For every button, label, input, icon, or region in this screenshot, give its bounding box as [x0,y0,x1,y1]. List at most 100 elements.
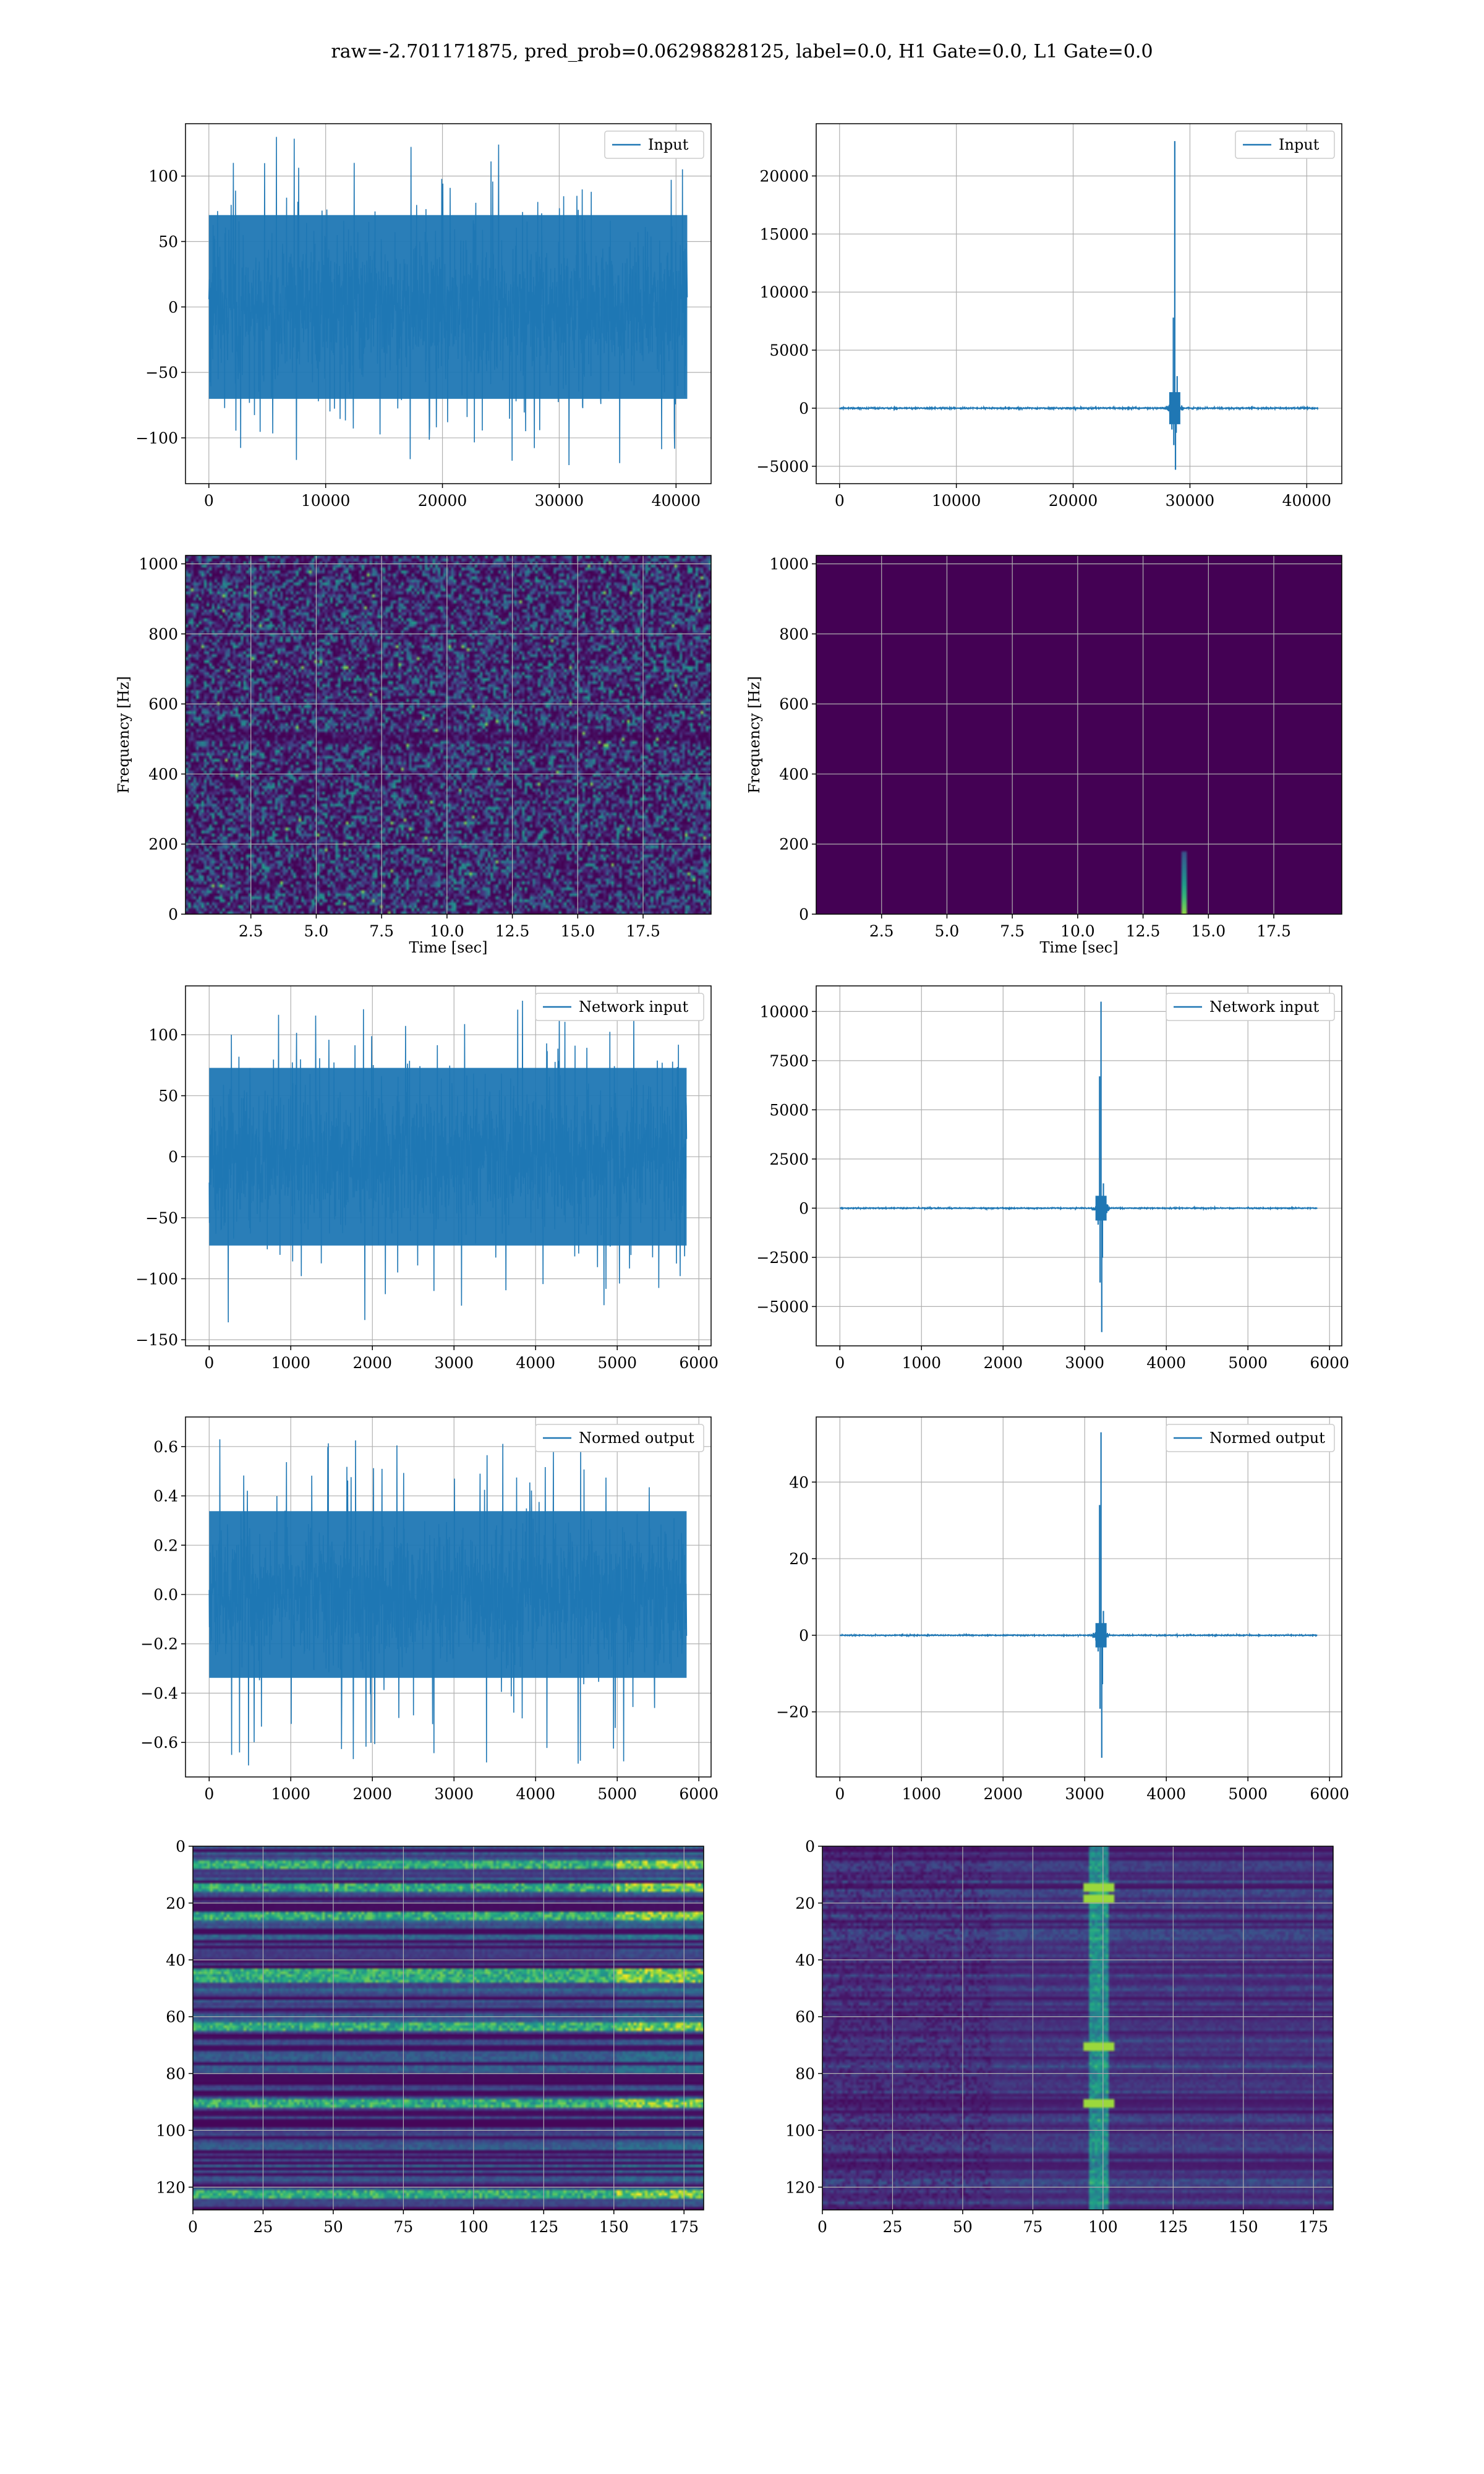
x-tick-label: 12.5 [1126,922,1161,940]
series-line [839,1629,1318,1642]
h1-spectrogram-frame [185,555,712,915]
x-tick-label: 5000 [597,1354,637,1372]
x-tick-label: 125 [529,2218,558,2236]
x-tick-label: 50 [953,2218,973,2236]
l1-input-panel: −5000 0 5000 10000 15000 20000 Input 0 10000 2000… [756,123,1342,510]
y-tick-label: −100 [135,1270,178,1288]
x-tick-label: 3000 [1065,1354,1104,1372]
y-tick-label: 80 [795,2065,815,2083]
l1-spectrogram-frame [816,555,1342,915]
x-axis-label: Time [sec] [409,939,488,956]
y-tick-label: 10000 [759,283,809,301]
legend-label: Normed output [579,1429,694,1447]
glitch-core [1169,392,1180,424]
x-tick-label: 1000 [902,1785,941,1803]
x-tick-label: 17.5 [1256,922,1291,940]
y-tick-label: −150 [135,1331,178,1349]
y-tick-label: −100 [135,429,178,447]
h1-network-input-frame [185,985,712,1346]
h1-feature-map-frame [192,1846,704,2211]
x-tick-label: 7.5 [1000,922,1025,940]
legend-label: Normed output [1209,1429,1325,1447]
y-tick-label: 800 [148,625,178,643]
x-tick-label: 0 [188,2218,198,2236]
series-line [838,398,1319,416]
y-tick-label: 0.4 [153,1487,178,1505]
series-band [209,1068,687,1246]
x-tick-label: 6000 [1310,1354,1349,1372]
legend-label: Input [648,136,689,153]
y-tick-label: 100 [156,2121,186,2139]
y-tick-label: 600 [148,695,178,713]
y-tick-label: −0.6 [140,1734,178,1752]
y-tick-label: 7500 [769,1052,809,1070]
l1-network-input-frame [816,985,1342,1346]
x-tick-label: 175 [1298,2218,1328,2236]
h1-feature-map-panel: 0 20 40 60 80 100 120 0 25 50 75 100 125 150 175 [156,1838,704,2236]
x-tick-label: 0 [835,1354,845,1372]
x-tick-label: 75 [1023,2218,1043,2236]
l1-input-plot-area [816,124,1342,484]
y-tick-label: 20 [795,1894,815,1912]
x-tick-label: 4000 [1146,1785,1186,1803]
y-tick-label: 100 [148,168,178,186]
x-tick-label: 2.5 [239,922,263,940]
y-tick-label: −2500 [756,1249,809,1267]
y-tick-label: 200 [148,836,178,854]
y-tick-label: 50 [158,1087,178,1105]
l1-feature-map-heatmap-image [822,1846,1333,2210]
x-tick-label: 5000 [1228,1785,1268,1803]
y-axis-label: Frequency [Hz] [115,676,132,794]
x-tick-label: 0 [835,492,845,510]
x-tick-label: 5000 [597,1785,637,1803]
y-tick-label: 1000 [769,555,809,573]
y-tick-label: 40 [795,1951,815,1969]
legend-box [1166,993,1335,1021]
y-tick-label: 40 [789,1473,809,1491]
y-tick-label: 1000 [139,555,178,573]
x-tick-label: 40000 [652,492,701,510]
h1-normed-output-panel: −0.6 −0.4 −0.2 0.0 0.2 0.4 0.6 Normed output 0 10… [140,1416,719,1803]
x-tick-label: 12.5 [495,922,530,940]
x-tick-label: 6000 [1310,1785,1349,1803]
x-tick-label: 10.0 [1060,922,1095,940]
h1-network-input-panel: −150 −100 −50 0 50 100 Network input 0 1000 2000 3… [135,985,719,1372]
x-tick-label: 2.5 [869,922,894,940]
legend-box [535,1424,704,1452]
y-tick-label: 20000 [759,167,809,185]
glitch-core [1095,1623,1107,1648]
y-tick-label: −5000 [756,458,809,476]
y-tick-label: 120 [156,2178,186,2196]
h1-spectrogram-panel: 0 200 400 600 800 1000 2.5 5.0 7.5 10.0 12.5 15.0 17… [115,555,712,956]
l1-input-frame [816,123,1342,484]
x-tick-label: 4000 [516,1785,555,1803]
legend-box [1235,131,1335,159]
y-tick-label: 0 [168,1148,178,1166]
legend-label: Input [1279,136,1320,153]
l1-network-input-plot-area [816,986,1342,1346]
x-tick-label: 0 [204,1354,214,1372]
y-tick-label: 20 [789,1550,809,1568]
x-tick-label: 4000 [516,1354,555,1372]
l1-feature-map-panel: 0 20 40 60 80 100 120 0 25 50 75 100 125 150 175 [785,1838,1334,2236]
l1-feature-map-frame [822,1846,1334,2211]
y-tick-label: 600 [779,695,809,713]
l1-spectrogram-heatmap-image [816,555,1342,914]
x-tick-label: 10000 [932,492,981,510]
y-tick-label: 80 [166,2065,186,2083]
y-tick-label: 0 [176,1838,186,1856]
y-tick-label: 100 [785,2121,815,2139]
y-tick-label: 0 [799,1199,809,1217]
x-tick-label: 10.0 [430,922,464,940]
h1-input-frame [185,123,712,484]
x-tick-label: 30000 [1166,492,1215,510]
y-tick-label: 0.0 [153,1586,178,1604]
y-tick-label: 0.6 [153,1438,178,1456]
y-tick-label: 40 [166,1951,186,1969]
x-tick-label: 6000 [679,1354,719,1372]
y-tick-label: 800 [779,625,809,643]
l1-normed-output-plot-area [816,1417,1342,1777]
l1-normed-output-panel: −20 0 20 40 Normed output 0 1000 2000 3000 4000 50… [776,1416,1349,1803]
x-tick-label: 3000 [1065,1785,1104,1803]
